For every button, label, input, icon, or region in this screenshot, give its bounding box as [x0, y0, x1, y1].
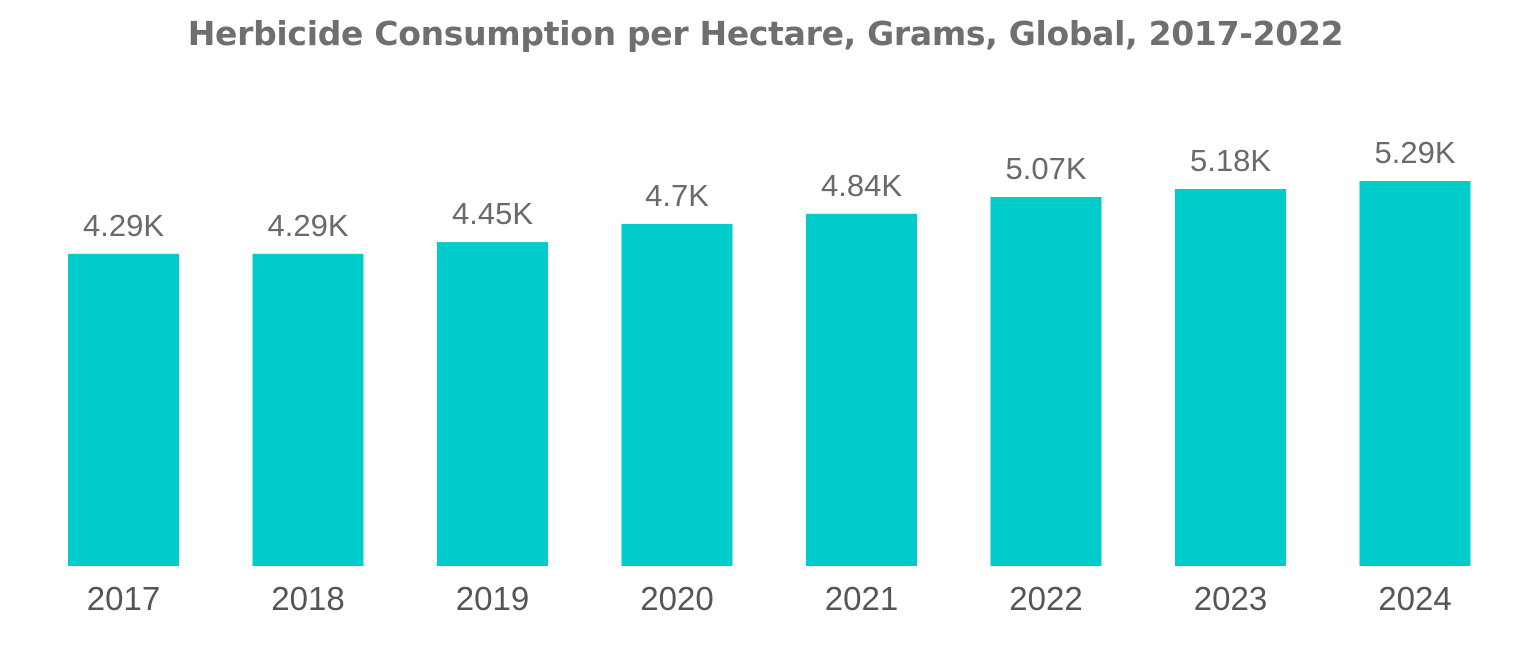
bar-value-label-2018: 4.29K — [267, 208, 348, 243]
bar-2020 — [621, 223, 733, 566]
bar-2022 — [990, 197, 1102, 566]
x-tick-label-2018: 2018 — [271, 580, 344, 617]
bar-value-label-2020: 4.7K — [645, 178, 709, 213]
bar-value-label-2022: 5.07K — [1005, 151, 1086, 186]
bar-2017 — [68, 253, 179, 567]
bar-2018 — [252, 253, 364, 567]
bar-2024 — [1359, 181, 1471, 566]
value-labels-layer: 4.29K 4.29K 4.45K 4.7K 4.84K 5.07K 5.18K 5.29K — [83, 135, 1456, 243]
bar-value-label-2024: 5.29K — [1374, 135, 1455, 170]
x-tick-label-2022: 2022 — [1009, 580, 1082, 617]
x-tick-label-2019: 2019 — [456, 580, 529, 617]
chart-title: Herbicide Consumption per Hectare, Grams… — [187, 14, 1344, 53]
x-tick-label-2021: 2021 — [825, 580, 898, 617]
bar-value-label-2019: 4.45K — [452, 196, 533, 231]
bar-2021 — [806, 213, 917, 567]
bar-2023 — [1175, 189, 1286, 566]
x-tick-label-2024: 2024 — [1378, 580, 1451, 617]
bar-value-label-2023: 5.18K — [1190, 143, 1271, 178]
bar-value-label-2017: 4.29K — [83, 208, 164, 243]
x-tick-label-2020: 2020 — [640, 580, 713, 617]
tick-labels-layer: 2017 2018 2019 2020 2021 2022 2023 2024 — [87, 580, 1452, 617]
bars-layer — [68, 181, 1471, 567]
bar-value-label-2021: 4.84K — [821, 168, 902, 203]
x-tick-label-2023: 2023 — [1194, 580, 1267, 617]
x-tick-label-2017: 2017 — [87, 580, 160, 617]
bar-2019 — [437, 242, 548, 566]
